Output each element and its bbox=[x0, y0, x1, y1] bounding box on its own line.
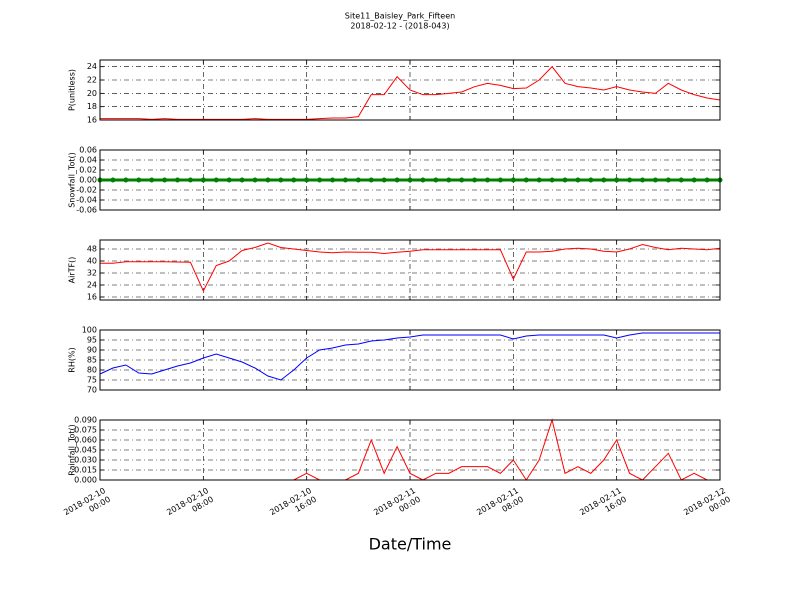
data-point bbox=[355, 177, 361, 183]
data-point bbox=[239, 177, 245, 183]
data-point bbox=[446, 177, 452, 183]
y-tick-label: 85 bbox=[87, 356, 97, 365]
data-point bbox=[317, 177, 323, 183]
data-point bbox=[536, 177, 542, 183]
y-tick-label: 0.060 bbox=[74, 436, 97, 445]
plot-frame bbox=[99, 59, 721, 121]
data-point bbox=[562, 177, 568, 183]
data-point bbox=[472, 177, 478, 183]
data-point bbox=[459, 177, 465, 183]
data-point bbox=[123, 177, 129, 183]
data-point bbox=[652, 177, 658, 183]
data-point bbox=[691, 177, 697, 183]
y-tick-label: 0.075 bbox=[74, 426, 97, 435]
y-tick-label: 40 bbox=[87, 257, 97, 266]
data-point bbox=[678, 177, 684, 183]
data-line bbox=[99, 332, 720, 381]
data-point bbox=[175, 177, 180, 183]
y-tick-label: 20 bbox=[87, 89, 97, 98]
data-point bbox=[304, 177, 310, 183]
data-point bbox=[368, 177, 374, 183]
y-axis-label: Rainfall_Tot() bbox=[68, 424, 77, 476]
data-point bbox=[575, 177, 581, 183]
y-tick-label: 0.090 bbox=[74, 416, 97, 425]
data-point bbox=[213, 177, 219, 183]
y-tick-label: 0.04 bbox=[79, 156, 97, 165]
data-point bbox=[523, 177, 529, 183]
plot-frame bbox=[99, 149, 721, 211]
data-point bbox=[510, 177, 516, 183]
y-tick-label: -0.04 bbox=[76, 196, 97, 205]
x-axis-label: Date/Time bbox=[369, 535, 452, 554]
y-tick-label: 24 bbox=[87, 62, 97, 71]
y-tick-label: 24 bbox=[87, 281, 97, 290]
data-point bbox=[614, 177, 620, 183]
data-point bbox=[420, 177, 426, 183]
y-tick-label: 18 bbox=[87, 102, 97, 111]
data-point bbox=[330, 177, 335, 183]
y-tick-label: -0.06 bbox=[76, 206, 97, 215]
data-point bbox=[704, 177, 710, 183]
y-tick-label: 90 bbox=[87, 346, 97, 355]
data-point bbox=[394, 177, 400, 183]
y-tick-label: 32 bbox=[87, 269, 97, 278]
data-point bbox=[136, 177, 142, 183]
y-tick-label: 70 bbox=[87, 386, 97, 395]
data-point bbox=[278, 177, 284, 183]
data-point bbox=[226, 177, 232, 183]
y-tick-label: -0.02 bbox=[76, 186, 97, 195]
y-tick-label: 16 bbox=[87, 293, 97, 302]
data-point bbox=[665, 177, 671, 183]
y-tick-label: 0.015 bbox=[74, 466, 97, 475]
y-tick-label: 95 bbox=[87, 336, 97, 345]
data-point bbox=[187, 177, 193, 183]
y-tick-label: 100 bbox=[82, 326, 97, 335]
plot-frame bbox=[99, 239, 721, 301]
y-axis-label: P(unitless) bbox=[68, 69, 77, 111]
y-tick-label: 0.045 bbox=[74, 446, 97, 455]
y-tick-label: 48 bbox=[87, 245, 97, 254]
plot-frame bbox=[99, 419, 721, 481]
y-tick-label: 0.030 bbox=[74, 456, 97, 465]
data-point bbox=[497, 177, 503, 183]
chart-subtitle: 2018-02-12 - (2018-043) bbox=[350, 22, 449, 31]
data-point bbox=[291, 177, 297, 183]
data-line bbox=[100, 242, 721, 293]
y-tick-label: 16 bbox=[87, 116, 97, 125]
y-tick-label: 75 bbox=[87, 376, 97, 385]
data-point bbox=[627, 177, 633, 183]
data-point bbox=[640, 177, 645, 183]
y-tick-label: 0.02 bbox=[79, 166, 97, 175]
data-point bbox=[381, 177, 387, 183]
y-tick-label: 0.000 bbox=[74, 476, 97, 485]
data-point bbox=[265, 177, 271, 183]
chart-title: Site11_Baisley_Park_Fifteen bbox=[345, 12, 455, 21]
y-tick-label: 22 bbox=[87, 76, 97, 85]
data-line bbox=[100, 65, 721, 120]
y-axis-label: Snowfall_Tot() bbox=[68, 152, 77, 208]
y-tick-label: 80 bbox=[87, 366, 97, 375]
y-tick-label: 0.00 bbox=[79, 176, 97, 185]
data-point bbox=[342, 177, 348, 183]
data-point bbox=[601, 177, 607, 183]
data-point bbox=[433, 177, 439, 183]
y-axis-label: AirTF() bbox=[68, 257, 77, 284]
data-point bbox=[407, 177, 413, 183]
data-point bbox=[200, 177, 206, 183]
data-point bbox=[549, 177, 555, 183]
data-point bbox=[162, 177, 168, 183]
data-point bbox=[149, 177, 155, 183]
data-point bbox=[588, 177, 594, 183]
y-tick-label: 0.06 bbox=[79, 146, 97, 155]
data-point bbox=[485, 177, 490, 183]
y-axis-label: RH(%) bbox=[68, 347, 77, 372]
data-point bbox=[110, 177, 116, 183]
data-point bbox=[252, 177, 258, 183]
plot-frame bbox=[99, 329, 721, 391]
